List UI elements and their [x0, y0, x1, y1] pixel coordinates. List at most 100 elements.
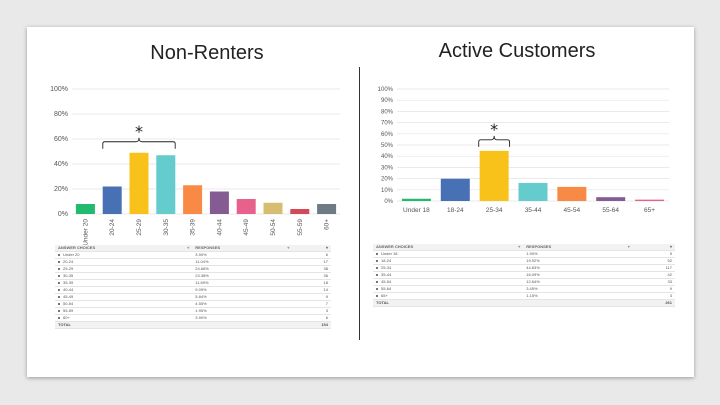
table-header-cell[interactable]: RESPONSES ▾ [192, 245, 293, 252]
bar [209, 191, 229, 214]
bullet-icon [376, 273, 378, 276]
table-row: 55-64 3.45% 9 [373, 285, 675, 293]
table-header-cell[interactable]: RESPONSES ▾ [523, 244, 633, 251]
x-tick-label: 55-64 [602, 207, 619, 214]
active-customers-table: ANSWER CHOICES ▾ RESPONSES ▾ ▾ Under 18 1.90% 5… [373, 244, 675, 307]
answer-choice-cell: 25-29 [55, 265, 193, 273]
bullet-icon [58, 253, 60, 256]
x-tick-label: 18-24 [447, 207, 464, 214]
table-row: 25-34 44.83% 117 [373, 264, 675, 272]
y-tick-label: 80% [381, 109, 394, 115]
bullet-icon [376, 252, 378, 255]
count-cell: 3 [632, 292, 675, 300]
y-tick-label: 100% [50, 86, 68, 93]
percent-cell: 19.92% [523, 257, 633, 265]
sort-icon[interactable]: ▾ [627, 244, 630, 249]
percent-cell: 3.90% [192, 251, 293, 259]
bullet-icon [58, 267, 60, 270]
table-row: Under 18 1.90% 5 [373, 250, 675, 258]
percent-cell: 1.95% [192, 307, 293, 315]
table-row: 18-24 19.92% 52 [373, 257, 675, 265]
x-tick-label: 35-44 [525, 207, 542, 214]
x-tick-label: 25-34 [486, 207, 503, 214]
significance-bracket [102, 137, 176, 149]
sort-icon[interactable]: ▾ [292, 245, 331, 252]
percent-cell: 9.09% [192, 286, 293, 294]
answer-choice-cell: 55-59 [55, 307, 193, 315]
sort-icon[interactable]: ▾ [287, 245, 290, 250]
answer-choice-cell: 40-44 [55, 286, 193, 294]
y-tick-label: 0% [58, 211, 68, 218]
percent-cell: 1.90% [523, 250, 633, 258]
count-cell: 9 [632, 285, 675, 293]
sort-icon[interactable]: ▾ [518, 244, 521, 249]
answer-choice-cell: 55-64 [373, 285, 524, 293]
bullet-icon [376, 266, 378, 269]
table-row: 55-59 1.95% 3 [55, 307, 331, 315]
panel-divider [359, 67, 360, 340]
count-cell: 9 [292, 293, 331, 301]
answer-choice-cell: 35-39 [55, 279, 193, 287]
bullet-icon [376, 287, 378, 290]
total-value: 261 [632, 299, 675, 307]
answer-choice-cell: 65+ [373, 292, 524, 300]
y-tick-label: 40% [54, 161, 68, 168]
bar [518, 182, 548, 201]
bullet-icon [58, 288, 60, 291]
significance-bracket [478, 135, 511, 147]
sort-icon[interactable]: ▾ [187, 245, 190, 250]
table-total-row: TOTAL 261 [373, 299, 675, 307]
x-tick-label: Under 18 [403, 207, 430, 214]
table-total-row: TOTAL 154 [55, 321, 331, 329]
count-cell: 6 [292, 314, 331, 322]
table-row: 40-44 9.09% 14 [55, 286, 331, 294]
count-cell: 117 [632, 264, 675, 272]
count-cell: 42 [632, 271, 675, 279]
count-cell: 14 [292, 286, 331, 294]
y-tick-label: 70% [381, 121, 394, 127]
bullet-icon [376, 280, 378, 283]
x-tick-label: 30-35 [163, 219, 170, 236]
y-tick-label: 20% [54, 186, 68, 193]
bullet-icon [58, 274, 60, 277]
y-tick-label: 80% [54, 111, 68, 118]
table-row: 45-49 5.84% 9 [55, 293, 331, 301]
count-cell: 5 [632, 250, 675, 258]
bullet-icon [58, 302, 60, 305]
table-row: 50-54 4.55% 7 [55, 300, 331, 308]
answer-choice-cell: 18-24 [373, 257, 524, 265]
y-tick-label: 0% [384, 199, 393, 205]
percent-cell: 24.68% [192, 265, 293, 273]
significance-asterisk: * [490, 120, 498, 139]
x-tick-label: 60+ [324, 219, 331, 230]
x-tick-label: 55-59 [297, 219, 304, 236]
total-value: 154 [292, 321, 331, 329]
table-header-cell[interactable]: ANSWER CHOICES ▾ [373, 244, 524, 251]
non-renters-chart: 0% 20% 40% 60% 80% 100% Under 20 20-24 25-29 30-3… [50, 86, 340, 246]
x-tick-label: 45-54 [564, 207, 581, 214]
bullet-icon [58, 281, 60, 284]
slide: Non-Renters Active Customers 0% 20% 40% 6 0%… [27, 27, 694, 377]
count-cell: 52 [632, 257, 675, 265]
table-row: 25-29 24.68% 38 [55, 265, 331, 273]
table-header-cell[interactable]: ANSWER CHOICES ▾ [55, 245, 193, 252]
answer-choice-cell: 60+ [55, 314, 193, 322]
table-header-row: ANSWER CHOICES ▾ RESPONSES ▾ ▾ [55, 245, 331, 252]
bar [479, 150, 509, 201]
x-tick-label: 40-44 [216, 219, 223, 236]
bar [440, 178, 470, 201]
active-customers-chart: 0% 10% 20% 30% 40% 50% 60% 70% 80% 90% 100% Under 1… [378, 87, 669, 214]
left-panel-title: Non-Renters [150, 42, 264, 64]
percent-cell: 5.84% [192, 293, 293, 301]
bar [557, 186, 587, 201]
bar [102, 186, 122, 214]
table-row: 35-39 11.69% 18 [55, 279, 331, 287]
count-cell: 6 [292, 251, 331, 259]
sort-icon[interactable]: ▾ [632, 244, 675, 251]
non-renters-table: ANSWER CHOICES ▾ RESPONSES ▾ ▾ Under 20 3.90% 6… [55, 245, 331, 329]
count-cell: 38 [292, 265, 331, 273]
bar [596, 197, 626, 201]
right-panel-title: Active Customers [438, 40, 596, 62]
bar [156, 155, 176, 214]
table-row: Under 20 3.90% 6 [55, 251, 331, 259]
